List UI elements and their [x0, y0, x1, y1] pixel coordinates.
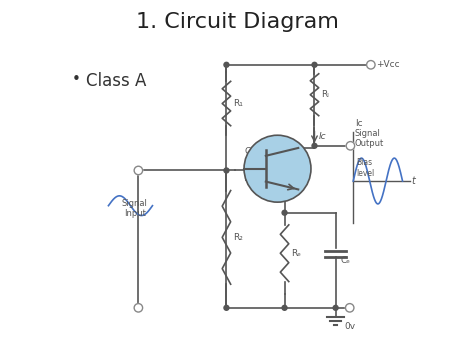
Text: R₂: R₂: [233, 233, 243, 242]
Text: t: t: [411, 176, 415, 186]
Circle shape: [134, 304, 143, 312]
Text: Signal
Input: Signal Input: [122, 199, 148, 218]
Circle shape: [346, 304, 354, 312]
Text: C₁: C₁: [245, 147, 254, 156]
Text: Ic: Ic: [355, 119, 363, 128]
Text: R₁: R₁: [233, 99, 243, 108]
Circle shape: [312, 62, 317, 67]
Circle shape: [282, 210, 287, 215]
Text: •: •: [72, 72, 80, 87]
Circle shape: [224, 62, 229, 67]
Text: Iᴄ: Iᴄ: [319, 132, 326, 142]
Circle shape: [282, 305, 287, 310]
Text: 1. Circuit Diagram: 1. Circuit Diagram: [136, 12, 338, 32]
Text: Rₗ: Rₗ: [321, 90, 328, 99]
Circle shape: [134, 166, 143, 175]
Circle shape: [244, 135, 311, 202]
Text: Rₑ: Rₑ: [291, 249, 301, 258]
Circle shape: [312, 143, 317, 148]
Text: Cₑ: Cₑ: [341, 256, 351, 265]
Text: 0v: 0v: [344, 322, 356, 331]
Text: Bias
level: Bias level: [356, 158, 374, 178]
Text: Signal
Output: Signal Output: [355, 129, 384, 148]
Circle shape: [333, 305, 338, 310]
Circle shape: [224, 305, 229, 310]
Circle shape: [366, 61, 375, 69]
Text: +Vcc: +Vcc: [376, 60, 400, 69]
Circle shape: [224, 168, 229, 173]
Circle shape: [346, 142, 355, 150]
Text: Class A: Class A: [85, 72, 146, 90]
